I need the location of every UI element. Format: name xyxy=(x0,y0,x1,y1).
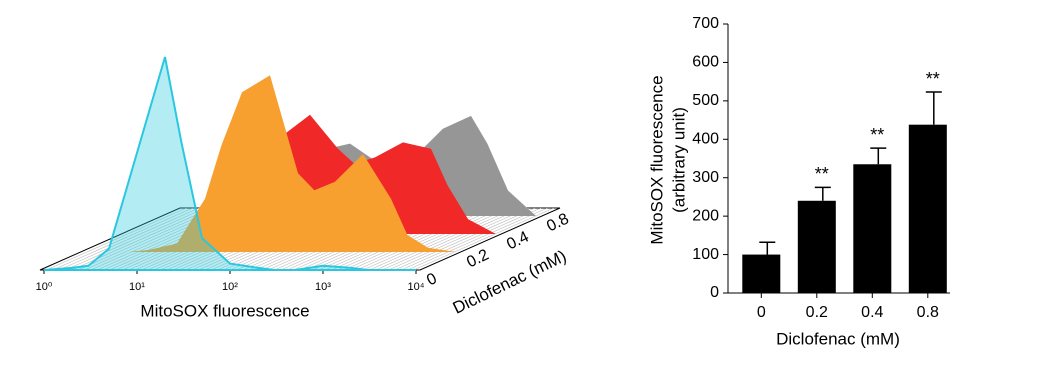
bar xyxy=(797,200,836,293)
y-tick-label: 500 xyxy=(692,92,719,109)
y-tick-label: 700 xyxy=(692,15,719,32)
x-tick-label: 0.4 xyxy=(861,304,883,321)
error-bar xyxy=(870,147,887,165)
y-axis-label: (arbitrary unit) xyxy=(669,107,688,213)
floor-hatch xyxy=(65,207,206,271)
bar xyxy=(742,254,781,293)
y-tick-label: 0 xyxy=(710,284,719,301)
depth-tick-label: 0.8 xyxy=(544,210,572,235)
significance-label: ** xyxy=(870,125,884,145)
floor-hatch xyxy=(58,207,200,271)
y-axis-label: MitoSOX fluorescence xyxy=(647,75,666,244)
histogram-area xyxy=(84,75,456,253)
x-tick-label: 10¹ xyxy=(129,281,145,293)
floor-hatch xyxy=(413,207,554,271)
x-tick-label: 0 xyxy=(757,304,766,321)
y-tick-label: 600 xyxy=(692,54,719,71)
x-tick-label: 0.8 xyxy=(917,304,939,321)
floor-hatch xyxy=(356,207,497,271)
x-tick-label: 10⁴ xyxy=(408,281,425,293)
floor-hatch xyxy=(46,207,187,271)
floor-hatch xyxy=(369,207,510,271)
significance-label: ** xyxy=(926,69,940,89)
bar xyxy=(908,124,947,293)
significance-label: ** xyxy=(815,164,829,184)
y-tick-label: 200 xyxy=(692,207,719,224)
floor-hatch xyxy=(381,207,523,271)
histogram-area xyxy=(124,114,496,234)
floor-hatch xyxy=(407,207,548,271)
depth-tick-label: 0.4 xyxy=(504,228,532,253)
histogram-area xyxy=(43,56,416,271)
x-tick-label: 0.2 xyxy=(806,304,828,321)
x-axis-label: MitoSOX fluorescence xyxy=(140,301,309,320)
error-bar xyxy=(814,186,831,201)
y-tick-label: 100 xyxy=(692,246,719,263)
error-bar xyxy=(759,241,776,255)
error-bar xyxy=(925,91,942,125)
x-tick-label: 10⁰ xyxy=(36,281,53,293)
depth-tick-label: 0 xyxy=(424,270,440,289)
floor-hatch xyxy=(52,207,193,271)
x-tick-label: 10³ xyxy=(315,281,331,293)
floor-hatch xyxy=(362,207,504,271)
floor-hatch xyxy=(388,207,529,271)
y-tick-label: 400 xyxy=(692,131,719,148)
y-tick-label: 300 xyxy=(692,169,719,186)
bar xyxy=(853,164,892,293)
x-axis-label: Diclofenac (mM) xyxy=(776,329,900,348)
floor-hatch xyxy=(375,207,516,271)
depth-tick-label: 0.2 xyxy=(464,246,492,271)
floor-hatch xyxy=(394,207,535,271)
x-tick-label: 10² xyxy=(222,281,238,293)
floor-hatch xyxy=(400,207,542,271)
